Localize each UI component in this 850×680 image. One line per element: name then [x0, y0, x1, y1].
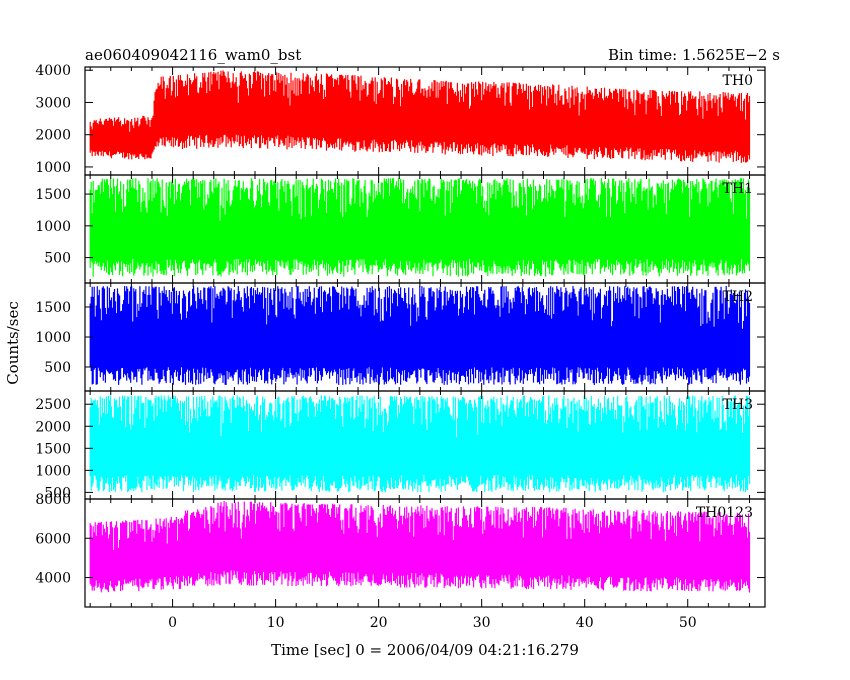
panel-th0123: 4000 6000 8000 TH0123 0 10 20 30 40 50 — [35, 492, 766, 631]
series-th2 — [89, 286, 751, 385]
panel-th1: 500 1000 1500 TH1 — [35, 174, 766, 284]
panel-label: TH3 — [723, 397, 753, 413]
series-core-th0123 — [90, 557, 750, 578]
y-axis-label: Counts/sec — [4, 301, 22, 385]
panel-th2: 500 1000 1500 TH2 — [35, 282, 766, 392]
y-tick-label: 3000 — [35, 95, 71, 111]
x-tick-label: 50 — [679, 615, 697, 631]
series-th0 — [89, 70, 751, 163]
y-tick-label: 2000 — [35, 419, 71, 435]
panel-th3: 500 1000 1500 2000 2500 TH3 — [35, 390, 766, 501]
y-tick-label: 1500 — [35, 441, 71, 457]
y-tick-label: 500 — [44, 485, 71, 501]
y-tick-label: 2000 — [35, 128, 71, 144]
x-tick-label: 40 — [576, 615, 594, 631]
panel-th0: 1000 2000 3000 4000 TH0 — [35, 63, 766, 176]
x-tick-label: 10 — [267, 615, 285, 631]
bin-time-label: Bin time: 1.5625E−2 s — [608, 46, 780, 64]
series-th0123 — [89, 501, 751, 593]
y-tick-label: 500 — [44, 251, 71, 267]
y-tick-label: 4000 — [35, 571, 71, 587]
series-core-th3 — [90, 460, 750, 472]
y-tick-label: 1000 — [35, 219, 71, 235]
y-tick-label: 8000 — [35, 492, 71, 508]
x-tick-label: 30 — [473, 615, 491, 631]
x-tick-label: 20 — [370, 615, 388, 631]
series-core-th2 — [90, 352, 750, 364]
series-th1 — [89, 178, 751, 277]
x-tick-label: 0 — [168, 615, 177, 631]
series-th3 — [89, 395, 751, 493]
y-tick-label: 1000 — [35, 463, 71, 479]
y-tick-label: 6000 — [35, 531, 71, 547]
y-tick-label: 1500 — [35, 300, 71, 316]
y-tick-label: 500 — [44, 360, 71, 376]
panel-label: TH1 — [723, 181, 753, 197]
chart-title: ae060409042116_wam0_bst — [85, 46, 301, 64]
y-tick-label: 1500 — [35, 187, 71, 203]
panel-frame — [84, 498, 766, 608]
panel-label: TH2 — [723, 289, 753, 305]
y-tick-label: 1000 — [35, 160, 71, 176]
y-tick-label: 4000 — [35, 63, 71, 79]
y-tick-label: 2500 — [35, 397, 71, 413]
x-axis-label: Time [sec] 0 = 2006/04/09 04:21:16.279 — [271, 641, 579, 659]
y-tick-label: 1000 — [35, 330, 71, 346]
series-core-th1 — [90, 244, 750, 255]
series-core-th0 — [90, 122, 750, 151]
panel-label: TH0123 — [696, 505, 753, 521]
panel-label: TH0 — [723, 73, 753, 89]
